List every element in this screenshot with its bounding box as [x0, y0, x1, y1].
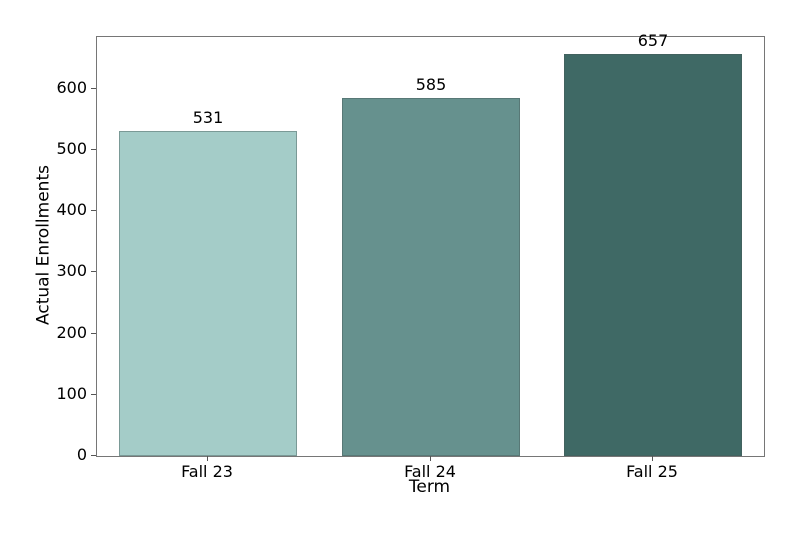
y-tick	[91, 210, 96, 211]
y-tick-label: 0	[76, 445, 87, 464]
x-tick-label: Fall 24	[404, 462, 456, 481]
bar	[342, 98, 520, 456]
y-tick-label: 300	[56, 261, 87, 280]
y-tick-label: 200	[56, 323, 87, 342]
y-tick	[91, 333, 96, 334]
y-tick-label: 400	[56, 200, 87, 219]
x-tick	[207, 456, 208, 461]
y-axis-label: Actual Enrollments	[33, 165, 54, 325]
bar-value-label: 657	[637, 31, 669, 50]
y-tick	[91, 88, 96, 89]
plot-area: 531 585 657	[96, 31, 765, 457]
y-tick	[91, 394, 96, 395]
x-axis-label: Term	[408, 477, 451, 497]
x-tick-label: Fall 23	[181, 462, 233, 481]
y-tick-label: 500	[56, 139, 87, 158]
y-tick	[91, 271, 96, 272]
bar	[119, 131, 297, 456]
x-tick	[652, 456, 653, 461]
bar	[564, 54, 742, 456]
y-tick	[91, 455, 96, 456]
y-tick-label: 100	[56, 384, 87, 403]
y-tick-label: 600	[56, 78, 87, 97]
bar-value-label: 585	[415, 75, 447, 94]
x-tick	[430, 456, 431, 461]
x-tick-label: Fall 25	[626, 462, 678, 481]
y-tick	[91, 149, 96, 150]
bar-value-label: 531	[192, 108, 224, 127]
